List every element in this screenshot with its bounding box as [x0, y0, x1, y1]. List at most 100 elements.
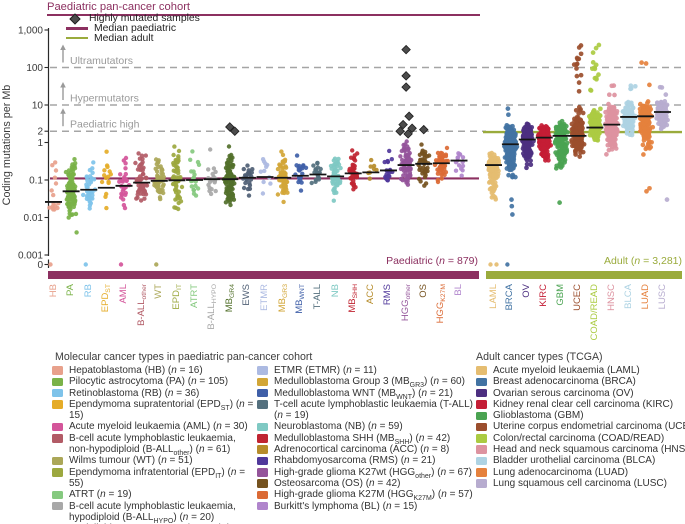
data-point	[510, 172, 516, 178]
x-tick-label: RMS	[382, 284, 394, 306]
y-tick-label: 100	[26, 63, 43, 74]
y-tick-label: 0.001	[18, 250, 43, 261]
data-point	[247, 172, 252, 177]
data-point	[596, 121, 602, 126]
legend-item-label: Ependymoma infratentorial (EPDIT) (n = 5…	[69, 466, 246, 489]
group-PA	[63, 157, 79, 235]
x-tick-label: MBGR3	[276, 284, 289, 313]
y-tick-label: 1	[37, 138, 43, 149]
data-point	[643, 61, 649, 66]
y-tick-label: 2	[37, 127, 43, 138]
legend-item: Pilocytic astrocytoma (PA) (n = 105)	[52, 376, 258, 387]
data-point	[400, 178, 405, 183]
data-point	[50, 163, 55, 168]
data-point	[578, 72, 584, 78]
data-point	[574, 73, 580, 79]
data-point	[488, 157, 494, 163]
data-point	[662, 118, 668, 123]
data-point	[123, 166, 128, 171]
color-swatch-icon	[257, 490, 268, 500]
data-point	[629, 132, 635, 138]
legend-item: High-grade glioma K27wt (HGGother) (n = …	[257, 467, 473, 480]
data-point	[437, 158, 442, 164]
data-point	[489, 179, 495, 185]
data-point	[172, 205, 177, 210]
data-point	[407, 160, 413, 165]
data-point	[404, 174, 410, 179]
data-point	[401, 173, 406, 178]
legend-column-1: Hepatoblastoma (HB) (n = 16) Pilocytic as…	[52, 365, 258, 524]
data-point	[70, 168, 76, 173]
data-point	[282, 157, 288, 162]
data-point	[628, 86, 634, 91]
y-axis-title: Coding mutations per Mb	[1, 85, 13, 206]
zero-value-dot	[505, 262, 510, 267]
color-swatch-icon	[52, 468, 63, 477]
adult-cohort-bar	[486, 271, 682, 279]
data-point	[422, 155, 428, 160]
data-point	[663, 92, 669, 97]
data-point	[74, 230, 79, 235]
data-point	[275, 166, 281, 172]
data-point	[443, 153, 449, 159]
group-EWS	[240, 163, 255, 198]
data-point	[299, 180, 304, 185]
color-swatch-icon	[476, 468, 487, 477]
data-point	[84, 182, 89, 187]
data-point	[573, 152, 578, 157]
group-NB	[328, 156, 343, 203]
data-point	[509, 197, 514, 202]
x-tick-label: BLCA	[622, 284, 634, 309]
data-point	[138, 162, 143, 167]
legend-item: Glioblastoma (GBM)	[476, 410, 685, 421]
data-point	[188, 157, 193, 162]
data-point	[387, 148, 392, 154]
data-point	[106, 180, 111, 186]
legend-item-label: B-cell acute lymphoblastic leukaemia, hy…	[69, 500, 236, 524]
group-LUAD	[637, 60, 656, 194]
legend-item-label: Acute myeloid leukaemia (LAML)	[493, 365, 640, 376]
group-MBGR4	[221, 144, 237, 208]
data-point	[419, 142, 424, 147]
data-point	[559, 145, 564, 150]
data-point	[606, 133, 612, 139]
data-point	[628, 122, 633, 128]
data-point	[541, 145, 547, 151]
color-swatch-icon	[52, 388, 63, 398]
group-EPDST	[99, 149, 114, 211]
data-point	[658, 126, 664, 132]
data-point	[404, 180, 409, 185]
key-median-paediatric: Median paediatric	[66, 23, 200, 34]
legend-item-label: Uterine corpus endometrial carcinoma (UC…	[493, 421, 685, 433]
data-point	[576, 88, 582, 94]
y-tick-label: 1,000	[18, 25, 43, 36]
data-point	[574, 146, 580, 152]
data-point	[632, 83, 638, 89]
data-point	[659, 85, 665, 90]
data-point	[640, 142, 646, 148]
data-point	[418, 179, 423, 184]
x-tick-label: BRCA	[504, 284, 516, 311]
data-point	[541, 128, 546, 134]
data-point	[578, 43, 584, 48]
data-point	[136, 151, 141, 156]
data-point	[528, 158, 533, 163]
data-point	[171, 152, 176, 158]
paediatric-cohort-label: Paediatric (n = 879)	[386, 255, 478, 267]
x-tick-label: T-ALL	[311, 284, 323, 310]
paediatric-cohort-rule	[47, 13, 480, 16]
data-point	[589, 129, 595, 135]
group-LUSC	[654, 84, 670, 202]
data-point	[596, 42, 602, 48]
data-point	[606, 101, 611, 107]
data-point	[505, 106, 511, 111]
data-point	[595, 113, 600, 119]
data-point	[143, 153, 148, 158]
data-point	[540, 138, 546, 143]
group-ATRT	[188, 149, 202, 198]
adult-legend-header: Adult cancer types (TCGA)	[476, 351, 603, 363]
data-point	[89, 176, 94, 181]
data-point	[53, 168, 59, 173]
data-point	[557, 200, 562, 205]
